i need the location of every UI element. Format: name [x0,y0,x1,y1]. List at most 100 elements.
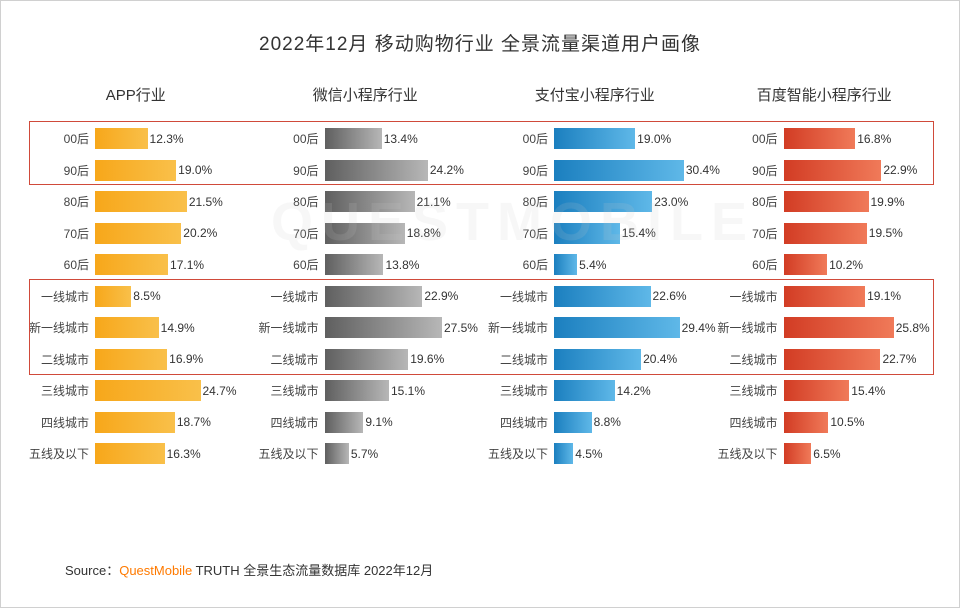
bar: 16.3% [95,443,165,464]
bar-row: 新一线城市29.4% [486,312,704,344]
row-label: 80后 [27,193,95,210]
column-header: 支付宝小程序行业 [486,84,704,105]
bar-value: 5.4% [577,258,606,272]
bar: 22.7% [784,349,881,370]
bar-area: 22.9% [325,286,475,307]
chart-column: 百度智能小程序行业00后16.8%90后22.9%80后19.9%70后19.5… [710,84,940,470]
row-label: 新一线城市 [257,319,325,336]
bar-value: 23.0% [652,195,688,209]
bar-area: 5.4% [554,254,704,275]
bar-value: 20.4% [641,352,677,366]
row-label: 90后 [486,162,554,179]
bar-area: 19.1% [784,286,934,307]
bar-row: 60后13.8% [257,249,475,281]
bar: 21.5% [95,191,187,212]
bar: 22.6% [554,286,651,307]
bar-value: 15.1% [389,384,425,398]
bar-area: 21.1% [325,191,475,212]
bar-row: 新一线城市14.9% [27,312,245,344]
bar: 19.9% [784,191,869,212]
bar: 13.4% [325,128,382,149]
bar-area: 10.2% [784,254,934,275]
row-label: 二线城市 [486,351,554,368]
row-label: 五线及以下 [257,445,325,462]
bar-row: 70后19.5% [716,218,934,250]
bar-area: 12.3% [95,128,245,149]
bar-area: 27.5% [325,317,475,338]
bar-area: 19.0% [554,128,704,149]
row-label: 四线城市 [716,414,784,431]
bar: 21.1% [325,191,415,212]
row-label: 四线城市 [27,414,95,431]
bar: 16.9% [95,349,167,370]
bar-row: 00后19.0% [486,123,704,155]
row-label: 三线城市 [716,382,784,399]
bar-area: 13.4% [325,128,475,149]
bar-row: 90后19.0% [27,155,245,187]
bar-row: 一线城市19.1% [716,281,934,313]
bar-row: 70后18.8% [257,218,475,250]
row-label: 70后 [257,225,325,242]
bar-row: 00后12.3% [27,123,245,155]
bar-row: 90后30.4% [486,155,704,187]
row-label: 60后 [27,256,95,273]
bar-row: 一线城市22.9% [257,281,475,313]
column-header: 微信小程序行业 [257,84,475,105]
bar-value: 27.5% [442,321,478,335]
bar: 24.2% [325,160,428,181]
columns-wrap: APP行业00后12.3%90后19.0%80后21.5%70后20.2%60后… [21,84,939,470]
column-header: APP行业 [27,84,245,105]
bar-row: 90后22.9% [716,155,934,187]
row-label: 00后 [27,130,95,147]
bar-area: 19.5% [784,223,934,244]
bar-area: 19.9% [784,191,934,212]
bar-value: 24.2% [428,163,464,177]
bar: 25.8% [784,317,894,338]
bar-value: 16.9% [167,352,203,366]
bar-row: 一线城市8.5% [27,281,245,313]
bar-value: 14.2% [615,384,651,398]
bar: 24.7% [95,380,201,401]
row-label: 80后 [486,193,554,210]
bar-value: 19.9% [869,195,905,209]
bar-area: 14.9% [95,317,245,338]
bar-area: 9.1% [325,412,475,433]
bar-area: 15.4% [554,223,704,244]
bar-row: 三线城市14.2% [486,375,704,407]
bar-value: 19.0% [635,132,671,146]
bar-area: 4.5% [554,443,704,464]
bar-row: 二线城市16.9% [27,344,245,376]
bar-value: 22.9% [881,163,917,177]
bar: 8.8% [554,412,592,433]
bar-value: 13.4% [382,132,418,146]
row-label: 60后 [716,256,784,273]
bar-area: 14.2% [554,380,704,401]
row-label: 新一线城市 [716,319,784,336]
bar: 27.5% [325,317,442,338]
chart-column: APP行业00后12.3%90后19.0%80后21.5%70后20.2%60后… [21,84,251,470]
bar-row: 一线城市22.6% [486,281,704,313]
bar: 6.5% [784,443,812,464]
bar-value: 15.4% [849,384,885,398]
row-label: 70后 [716,225,784,242]
row-label: 四线城市 [486,414,554,431]
bar-area: 5.7% [325,443,475,464]
bar-value: 18.7% [175,415,211,429]
bar-value: 19.1% [865,289,901,303]
bar-area: 21.5% [95,191,245,212]
bar-value: 10.2% [827,258,863,272]
bar-row: 四线城市9.1% [257,407,475,439]
bar-area: 29.4% [554,317,704,338]
bar-row: 新一线城市27.5% [257,312,475,344]
row-label: 80后 [716,193,784,210]
column-header: 百度智能小程序行业 [716,84,934,105]
bar-row: 五线及以下16.3% [27,438,245,470]
bar-row: 00后13.4% [257,123,475,155]
bar: 16.8% [784,128,856,149]
bar: 15.4% [554,223,620,244]
bar: 14.2% [554,380,615,401]
bar-value: 10.5% [828,415,864,429]
bar-value: 30.4% [684,163,720,177]
bar-row: 60后5.4% [486,249,704,281]
row-label: 70后 [486,225,554,242]
